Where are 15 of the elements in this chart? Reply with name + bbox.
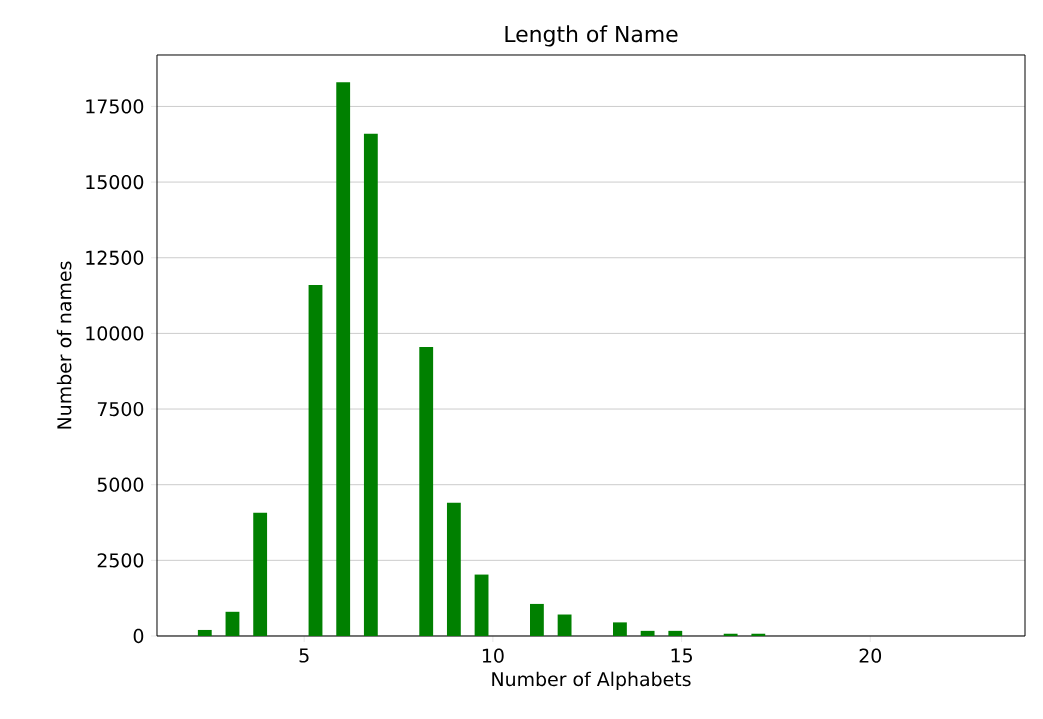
x-tick-label: 10 (482, 648, 504, 663)
y-tick-label: 0 (133, 628, 144, 644)
x-axis-title: Number of Alphabets (492, 671, 691, 690)
y-tick-label: 10000 (86, 326, 144, 341)
x-tick-label: 20 (859, 648, 882, 663)
y-tick-label: 2500 (97, 553, 144, 568)
y-tick-label: 15000 (86, 174, 144, 190)
chart-title: Length of Name (505, 25, 678, 47)
y-tick-label: 5000 (97, 477, 144, 492)
x-tick-label: 5 (299, 648, 309, 663)
y-tick-label: 12500 (86, 250, 144, 265)
y-axis-title: Number of names (56, 261, 72, 429)
y-tick-label: 7500 (97, 401, 144, 417)
y-tick-label: 17500 (86, 99, 144, 114)
x-tick-label: 15 (671, 648, 692, 663)
